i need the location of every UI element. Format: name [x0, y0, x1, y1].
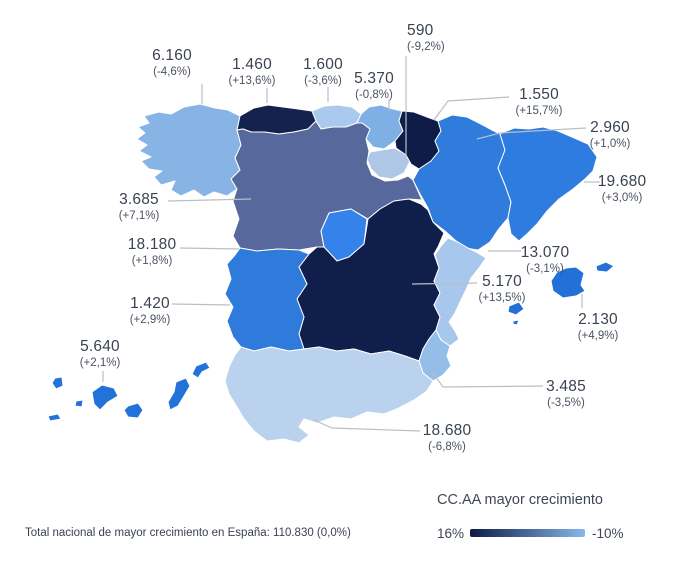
- callout-value: 1.550: [519, 86, 559, 103]
- callout-percent: (-9,2%): [407, 40, 445, 53]
- callout-value: 5.170: [482, 273, 522, 290]
- callout-percent: (+1,0%): [589, 137, 631, 150]
- callout-percent: (+1,8%): [131, 254, 173, 267]
- leader-line-madrid: [179, 247, 240, 250]
- legend-max-label: -10%: [592, 526, 624, 541]
- legend-gradient-bar: [470, 529, 585, 537]
- region-baleares-menorca: [595, 261, 615, 273]
- callout-percent: (+13,5%): [478, 291, 526, 304]
- callout-value: 1.460: [232, 56, 272, 73]
- callout-value: 2.130: [578, 311, 618, 328]
- callout-value: 6.160: [152, 47, 192, 64]
- callout-percent: (-0,8%): [355, 88, 393, 101]
- callout-value: 3.685: [119, 191, 159, 208]
- legend-title: CC.AA mayor crecimiento: [437, 492, 603, 508]
- leader-line-aragon: [476, 127, 587, 140]
- region-extremadura: [224, 247, 310, 352]
- callout-value: 5.370: [354, 70, 394, 87]
- callout-percent: (-4,6%): [153, 65, 191, 78]
- callout-clm: 5.170 (+13,5%): [479, 273, 526, 305]
- region-baleares-formentera: [512, 319, 520, 326]
- callout-percent: (-3,6%): [304, 74, 342, 87]
- region-canarias-la-gomera: [74, 399, 84, 408]
- callout-value: 1.600: [303, 56, 343, 73]
- region-canarias-el-hierro: [47, 413, 62, 422]
- leader-line-extremadura: [171, 303, 231, 306]
- leader-lines: [102, 56, 600, 432]
- leader-line-cyl: [167, 198, 252, 202]
- callout-percent: (+3,0%): [601, 191, 643, 204]
- callout-galicia: 6.160 (-4,6%): [152, 47, 192, 79]
- region-castilla-y-leon: [230, 120, 423, 252]
- callout-asturias: 1.460 (+13,6%): [229, 56, 276, 88]
- callout-percent: (+2,9%): [129, 313, 171, 326]
- callout-percent: (+4,9%): [577, 329, 619, 342]
- region-murcia: [418, 329, 452, 382]
- callout-murcia: 3.485 (-3,5%): [546, 378, 586, 410]
- callout-percent: (-3,5%): [547, 396, 585, 409]
- callout-baleares: 2.130 (+4,9%): [578, 311, 619, 343]
- callout-la_rioja: 590 (-9,2%): [407, 22, 445, 54]
- leader-line-clm: [411, 282, 478, 285]
- callout-valencia: 13.070 (-3,1%): [521, 244, 570, 276]
- region-andalucia: [224, 346, 434, 444]
- region-aragon: [412, 114, 512, 251]
- callout-value: 18.680: [422, 422, 472, 439]
- region-canarias-tenerife: [91, 384, 119, 411]
- callout-value: 18.180: [127, 236, 177, 253]
- callout-percent: (-6,8%): [428, 440, 466, 453]
- region-canarias-fuerteventura: [167, 377, 191, 411]
- callout-value: 2.960: [590, 119, 630, 136]
- callout-aragon: 2.960 (+1,0%): [590, 119, 631, 151]
- callout-navarra: 1.550 (+15,7%): [516, 86, 563, 118]
- region-baleares-ibiza: [507, 301, 525, 316]
- callout-extremadura: 1.420 (+2,9%): [130, 295, 171, 327]
- region-cataluna: [497, 126, 598, 242]
- callout-cantabria: 1.600 (-3,6%): [303, 56, 343, 88]
- callout-andalucia: 18.680 (-6,8%): [423, 422, 472, 454]
- national-total-text: Total nacional de mayor crecimiento en E…: [25, 527, 351, 539]
- callout-percent: (+13,6%): [228, 74, 276, 87]
- leader-line-navarra: [433, 96, 510, 121]
- region-canarias-gran-canaria: [123, 402, 144, 419]
- region-la-rioja: [366, 147, 411, 180]
- callout-value: 19.680: [597, 173, 647, 190]
- callout-percent: (-3,1%): [526, 262, 564, 275]
- region-canarias-lanzarote: [191, 361, 211, 379]
- leader-line-murcia: [432, 372, 544, 388]
- region-baleares-mallorca: [550, 266, 586, 299]
- callout-value: 5.640: [80, 338, 120, 355]
- callout-value: 13.070: [520, 244, 570, 261]
- legend-min-label: 16%: [437, 526, 465, 541]
- callout-canarias: 5.640 (+2,1%): [80, 338, 121, 370]
- callout-value: 1.420: [130, 295, 170, 312]
- callout-percent: (+7,1%): [118, 209, 160, 222]
- callout-value: 3.485: [546, 378, 586, 395]
- callout-percent: (+2,1%): [79, 356, 121, 369]
- callout-value: 590: [407, 22, 434, 39]
- callout-pais_vasco: 5.370 (-0,8%): [354, 70, 394, 102]
- leader-line-andalucia: [313, 419, 421, 432]
- region-galicia: [136, 103, 242, 198]
- callout-madrid: 18.180 (+1,8%): [128, 236, 177, 268]
- callout-cyl: 3.685 (+7,1%): [119, 191, 160, 223]
- region-canarias-la-palma: [51, 376, 64, 390]
- callout-percent: (+15,7%): [515, 104, 563, 117]
- region-valencia: [433, 237, 487, 347]
- callout-cataluna: 19.680 (+3,0%): [598, 173, 647, 205]
